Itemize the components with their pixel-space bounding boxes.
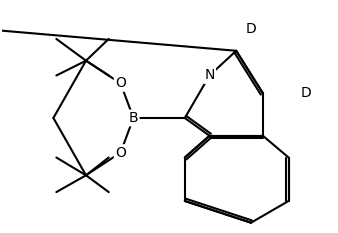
Text: N: N [204, 69, 215, 82]
Text: O: O [115, 146, 126, 160]
Text: O: O [115, 76, 126, 90]
Text: B: B [129, 111, 138, 125]
Text: D: D [246, 22, 257, 36]
Text: D: D [301, 86, 312, 100]
